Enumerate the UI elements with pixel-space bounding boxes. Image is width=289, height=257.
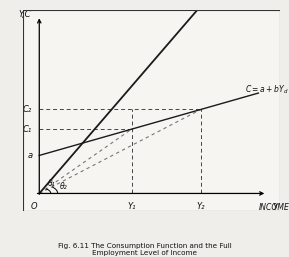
- Text: $C=a+bY_d$: $C=a+bY_d$: [244, 84, 288, 96]
- Text: Fig. 6.11 The Consumption Function and the Full
Employment Level of Income: Fig. 6.11 The Consumption Function and t…: [58, 243, 231, 256]
- Text: C₁: C₁: [23, 125, 32, 134]
- Text: INCOME: INCOME: [258, 203, 289, 212]
- Text: C₂: C₂: [23, 105, 32, 114]
- Text: a: a: [27, 151, 32, 160]
- Text: Y₁: Y₁: [127, 202, 136, 211]
- Text: O: O: [30, 202, 37, 211]
- Text: θ₂: θ₂: [60, 182, 67, 191]
- Text: Y: Y: [273, 203, 278, 212]
- Text: Y₂: Y₂: [197, 202, 205, 211]
- Text: Y,C: Y,C: [19, 10, 31, 19]
- Text: θ₁: θ₁: [48, 179, 56, 188]
